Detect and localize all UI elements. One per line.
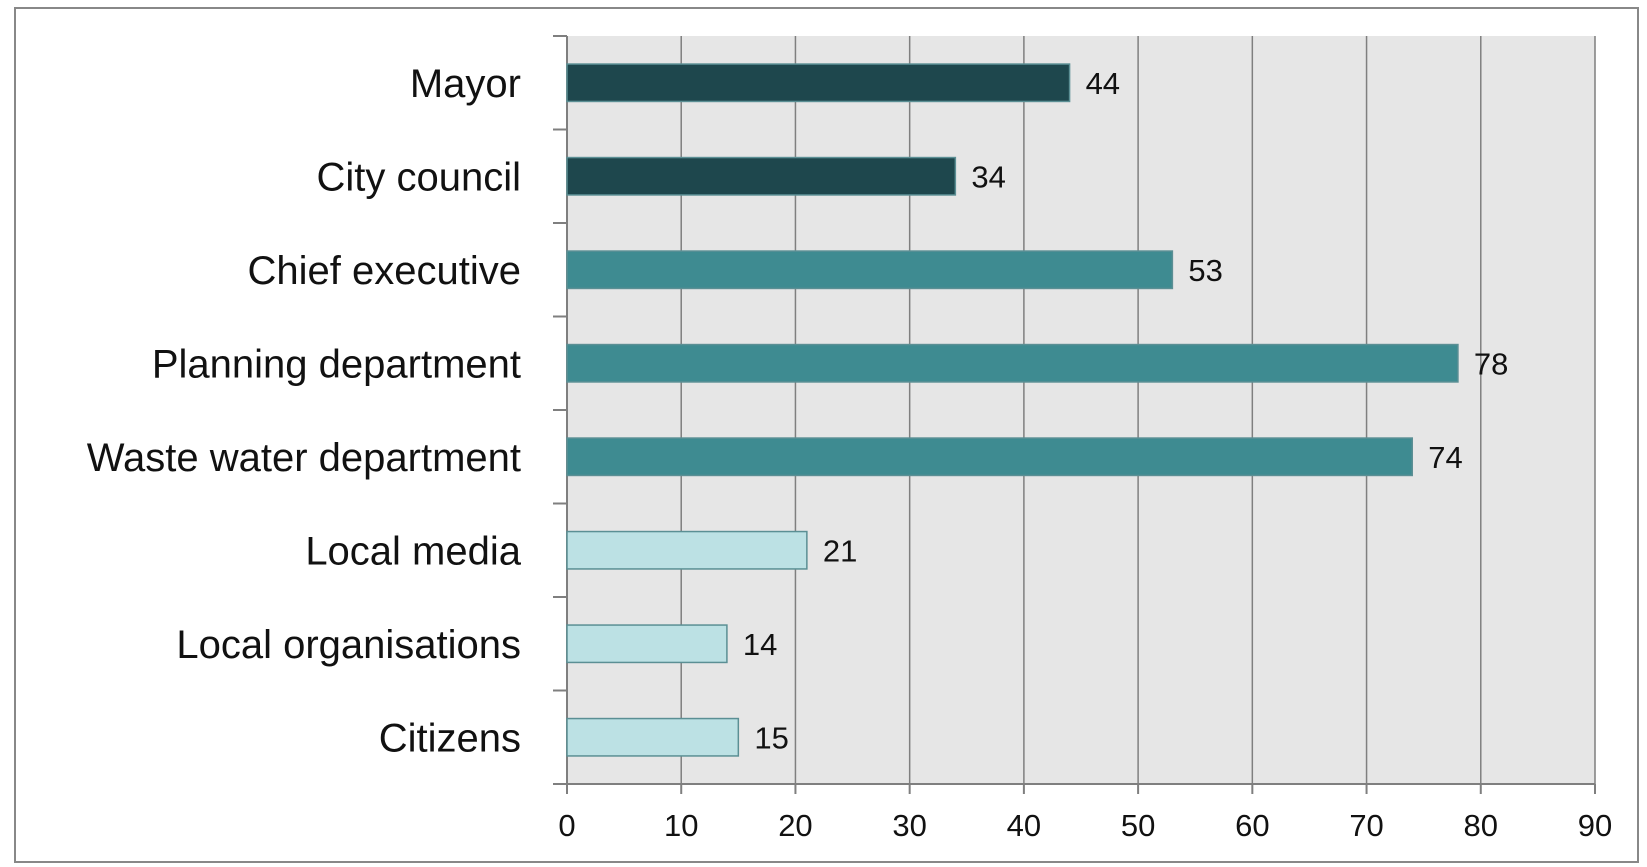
bar-local-media: [566, 530, 808, 570]
category-label: Citizens: [379, 716, 521, 760]
bar-city-council: [566, 156, 957, 196]
data-label: 74: [1428, 440, 1462, 475]
x-tick-label: 30: [892, 808, 926, 843]
bar-mayor: [566, 63, 1071, 103]
x-tick-label: 60: [1235, 808, 1269, 843]
plot-background: [567, 36, 1595, 784]
x-tick-label: 10: [664, 808, 698, 843]
data-label: 53: [1188, 253, 1222, 288]
labels: 0 10 20 30 40 50 60 70 80 90 Mayor 44 City council 34…: [87, 62, 1613, 843]
bar-local-organisations: [566, 624, 728, 664]
category-label: Chief executive: [248, 249, 521, 293]
data-label: 78: [1474, 346, 1508, 381]
bar-planning-department: [566, 343, 1459, 383]
data-label: 14: [743, 627, 777, 662]
x-tick-label: 80: [1464, 808, 1498, 843]
category-label: Waste water department: [87, 436, 521, 480]
x-tick-label: 20: [778, 808, 812, 843]
bar-citizens: [566, 717, 740, 757]
bar-waste-water-department: [566, 437, 1413, 477]
category-label: City council: [316, 155, 521, 199]
category-label: Mayor: [410, 62, 521, 106]
x-tick-label: 70: [1349, 808, 1383, 843]
bars: [566, 63, 1459, 757]
x-tick-label: 90: [1578, 808, 1612, 843]
x-tick-label: 40: [1007, 808, 1041, 843]
bar-chief-executive: [566, 250, 1174, 290]
data-label: 34: [971, 159, 1005, 194]
category-label: Planning department: [152, 342, 521, 386]
x-tick-label: 0: [558, 808, 575, 843]
category-label: Local organisations: [176, 623, 521, 667]
data-label: 15: [754, 720, 788, 755]
x-tick-label: 50: [1121, 808, 1155, 843]
data-label: 44: [1086, 66, 1120, 101]
plot-area: [567, 36, 1595, 784]
data-label: 21: [823, 533, 857, 568]
category-label: Local media: [305, 529, 521, 573]
